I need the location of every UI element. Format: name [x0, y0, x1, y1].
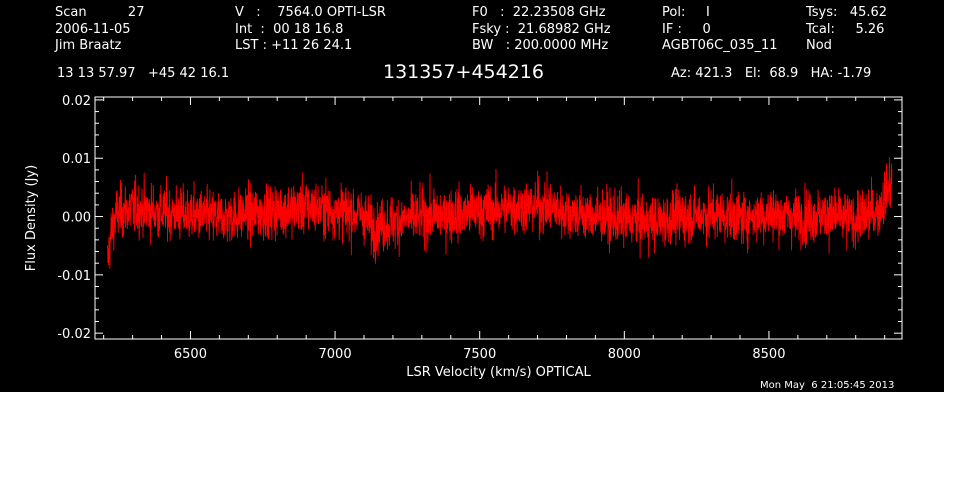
y-tick-label: 0.01	[62, 152, 91, 167]
source-coordinates: 13 13 57.97 +45 42 16.1	[57, 66, 230, 81]
procedure: Nod	[806, 38, 832, 53]
x-tick-label: 8000	[608, 347, 641, 362]
az-el-ha: Az: 421.3 El: 68.9 HA: -1.79	[671, 66, 872, 81]
spectrum-plot: 6500 7000 7500 8000 8500 -0.02 -0.01 0.00 0.01 0.…	[24, 94, 903, 380]
rest-frequency: F0 : 22.23508 GHz	[472, 5, 606, 20]
polarization: Pol: I	[662, 5, 710, 20]
if-number: IF : 0	[662, 22, 711, 37]
lst-info: LST : +11 26 24.1	[235, 38, 353, 53]
y-axis-label: Flux Density (Jy)	[24, 165, 39, 271]
x-tick-label: 7000	[319, 347, 352, 362]
scan-number: Scan 27	[55, 5, 145, 20]
spectrum-panel: Scan 27 2006-11-05 Jim Braatz V : 7564.0…	[0, 0, 944, 392]
y-tick-label: -0.02	[57, 327, 91, 342]
spectrum-line	[106, 157, 893, 269]
source-name: 131357+454216	[383, 61, 544, 83]
plot-frame	[94, 96, 903, 340]
cal-temperature: Tcal: 5.26	[806, 22, 885, 37]
x-axis-label: LSR Velocity (km/s) OPTICAL	[406, 365, 591, 380]
system-temperature: Tsys: 45.62	[806, 5, 888, 20]
x-tick-label: 6500	[174, 347, 207, 362]
bandwidth: BW : 200.0000 MHz	[472, 38, 609, 53]
observation-date: 2006-11-05	[55, 22, 131, 37]
y-tick-label: -0.01	[57, 269, 91, 284]
sky-frequency: Fsky : 21.68982 GHz	[472, 22, 611, 37]
project-id: AGBT06C_035_11	[662, 38, 778, 53]
y-tick-label: 0.02	[62, 94, 91, 109]
observer-name: Jim Braatz	[55, 38, 122, 53]
plot-timestamp: Mon May 6 21:05:45 2013	[760, 380, 895, 391]
y-tick-label: 0.00	[62, 211, 91, 226]
integration-time: Int : 00 18 16.8	[235, 22, 344, 37]
x-tick-label: 8500	[752, 347, 785, 362]
x-tick-label: 7500	[463, 347, 496, 362]
velocity-info: V : 7564.0 OPTI-LSR	[235, 5, 386, 20]
